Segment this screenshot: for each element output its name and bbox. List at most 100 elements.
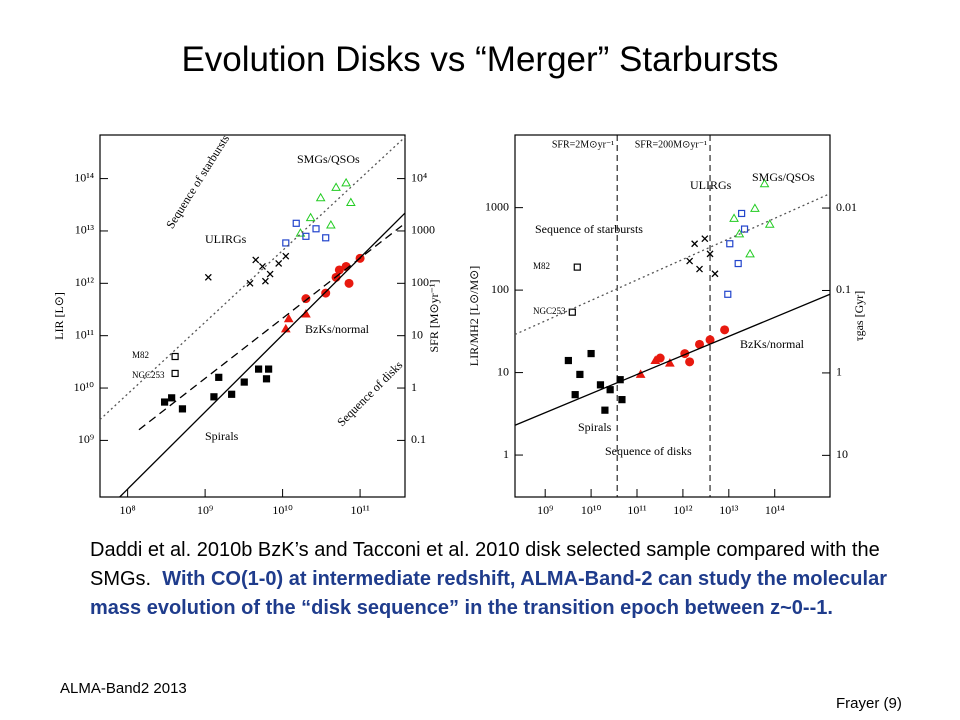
annotation: BzKs/normal xyxy=(740,337,805,351)
point xyxy=(596,381,605,389)
point xyxy=(665,358,675,367)
point xyxy=(706,250,714,258)
point xyxy=(301,294,311,304)
footer-left: ALMA-Band2 2013 xyxy=(60,680,187,697)
x-tick-label: 10¹¹ xyxy=(627,503,647,517)
point xyxy=(261,277,269,285)
y-tick-label: 100 xyxy=(491,282,509,296)
point xyxy=(750,203,760,212)
point xyxy=(606,386,614,394)
y2-tick-label: 1000 xyxy=(411,223,435,237)
point xyxy=(729,213,739,222)
y-tick-label: 10¹² xyxy=(75,275,95,289)
x-tick-label: 10¹² xyxy=(673,503,693,517)
point xyxy=(246,279,254,287)
point xyxy=(720,325,730,335)
y-tick-label: 10¹¹ xyxy=(75,327,95,341)
point xyxy=(326,219,336,229)
point xyxy=(292,219,300,227)
annotation: SMGs/QSOs xyxy=(752,170,815,184)
point xyxy=(322,234,330,242)
plot-frame xyxy=(514,134,831,498)
point xyxy=(341,177,351,187)
caption: Daddi et al. 2010b BzK’s and Tacconi et … xyxy=(90,536,910,623)
point xyxy=(571,391,579,399)
caption-text: Daddi et al. 2010b BzK’s and Tacconi et … xyxy=(90,539,880,590)
point xyxy=(686,257,694,265)
y2-tick-label: 10 xyxy=(411,327,423,341)
point xyxy=(315,192,326,202)
y2-tick-label: 1 xyxy=(411,380,417,394)
point xyxy=(321,288,331,298)
point xyxy=(726,240,734,248)
annotation: Spirals xyxy=(205,429,239,443)
point xyxy=(345,197,356,206)
point xyxy=(711,270,719,278)
y2-tick-label: 100 xyxy=(411,275,429,289)
x-tick-label: 10⁹ xyxy=(197,503,213,517)
point xyxy=(576,370,584,379)
relation-line xyxy=(99,136,406,421)
point xyxy=(160,398,169,406)
annotation: ULIRGs xyxy=(205,232,247,246)
point xyxy=(171,352,179,361)
annotation: M82 xyxy=(132,350,149,360)
annotation: BzKs/normal xyxy=(305,322,370,336)
y-axis-label: LIR/MH2 [L⊙/M⊙] xyxy=(467,266,481,366)
point xyxy=(568,308,576,316)
footer-right: Frayer (9) xyxy=(836,695,902,712)
point xyxy=(262,375,271,383)
y2-tick-label: 0.1 xyxy=(411,432,426,446)
y-tick-label: 10¹⁰ xyxy=(74,380,95,394)
annotation: NGC253 xyxy=(132,370,165,380)
point xyxy=(240,378,248,386)
annotation: ULIRGs xyxy=(690,178,732,192)
point xyxy=(282,252,290,260)
y2-axis-label: SFR [M⊙yr⁻¹] xyxy=(427,280,441,353)
point xyxy=(265,365,273,373)
y-tick-label: 10 xyxy=(497,364,509,378)
point xyxy=(587,349,595,358)
point xyxy=(695,339,705,349)
y2-tick-label: 10 xyxy=(836,447,848,461)
relation-line xyxy=(138,222,406,431)
annotation: Sequence of starbursts xyxy=(535,222,643,236)
point xyxy=(334,265,344,275)
point xyxy=(283,313,294,323)
x-tick-label: 10¹³ xyxy=(719,503,739,517)
point xyxy=(724,290,732,298)
y-tick-label: 1 xyxy=(503,447,509,461)
x-tick-label: 10¹¹ xyxy=(350,503,370,517)
point xyxy=(696,265,703,273)
point xyxy=(302,232,310,240)
point xyxy=(618,396,626,404)
point xyxy=(252,256,260,264)
point xyxy=(705,335,715,345)
point xyxy=(331,182,341,191)
point xyxy=(734,259,742,268)
point xyxy=(305,212,316,222)
x-tick-label: 10⁸ xyxy=(120,503,136,517)
annotation: Sequence of disks xyxy=(334,358,405,429)
y2-tick-label: 0.1 xyxy=(836,282,851,296)
x-tick-label: 10¹⁰ xyxy=(272,503,293,517)
reference-label: SFR=2M⊙yr⁻¹ xyxy=(552,139,614,150)
point xyxy=(171,369,179,378)
point xyxy=(691,240,699,248)
annotation: M82 xyxy=(533,261,550,271)
figures: 10⁸ 10⁹ 10¹⁰ 10¹¹ 10⁹ 10¹⁰ 10¹¹ 10¹² 10¹³ 10¹⁴ 0.1… xyxy=(52,132,866,517)
y-tick-label: 1000 xyxy=(485,199,509,213)
point xyxy=(210,393,218,401)
point xyxy=(215,373,223,381)
point xyxy=(745,248,755,258)
point xyxy=(738,209,746,218)
slide-title: Evolution Disks vs “Merger” Starbursts xyxy=(181,40,779,79)
point xyxy=(228,390,236,398)
y-tick-label: 10¹³ xyxy=(75,223,95,237)
annotation: Sequence of disks xyxy=(605,444,692,458)
point xyxy=(254,365,263,373)
point xyxy=(178,405,187,413)
y-axis-label: LIR [L⊙] xyxy=(52,292,66,340)
point xyxy=(312,225,320,233)
point xyxy=(344,278,354,288)
